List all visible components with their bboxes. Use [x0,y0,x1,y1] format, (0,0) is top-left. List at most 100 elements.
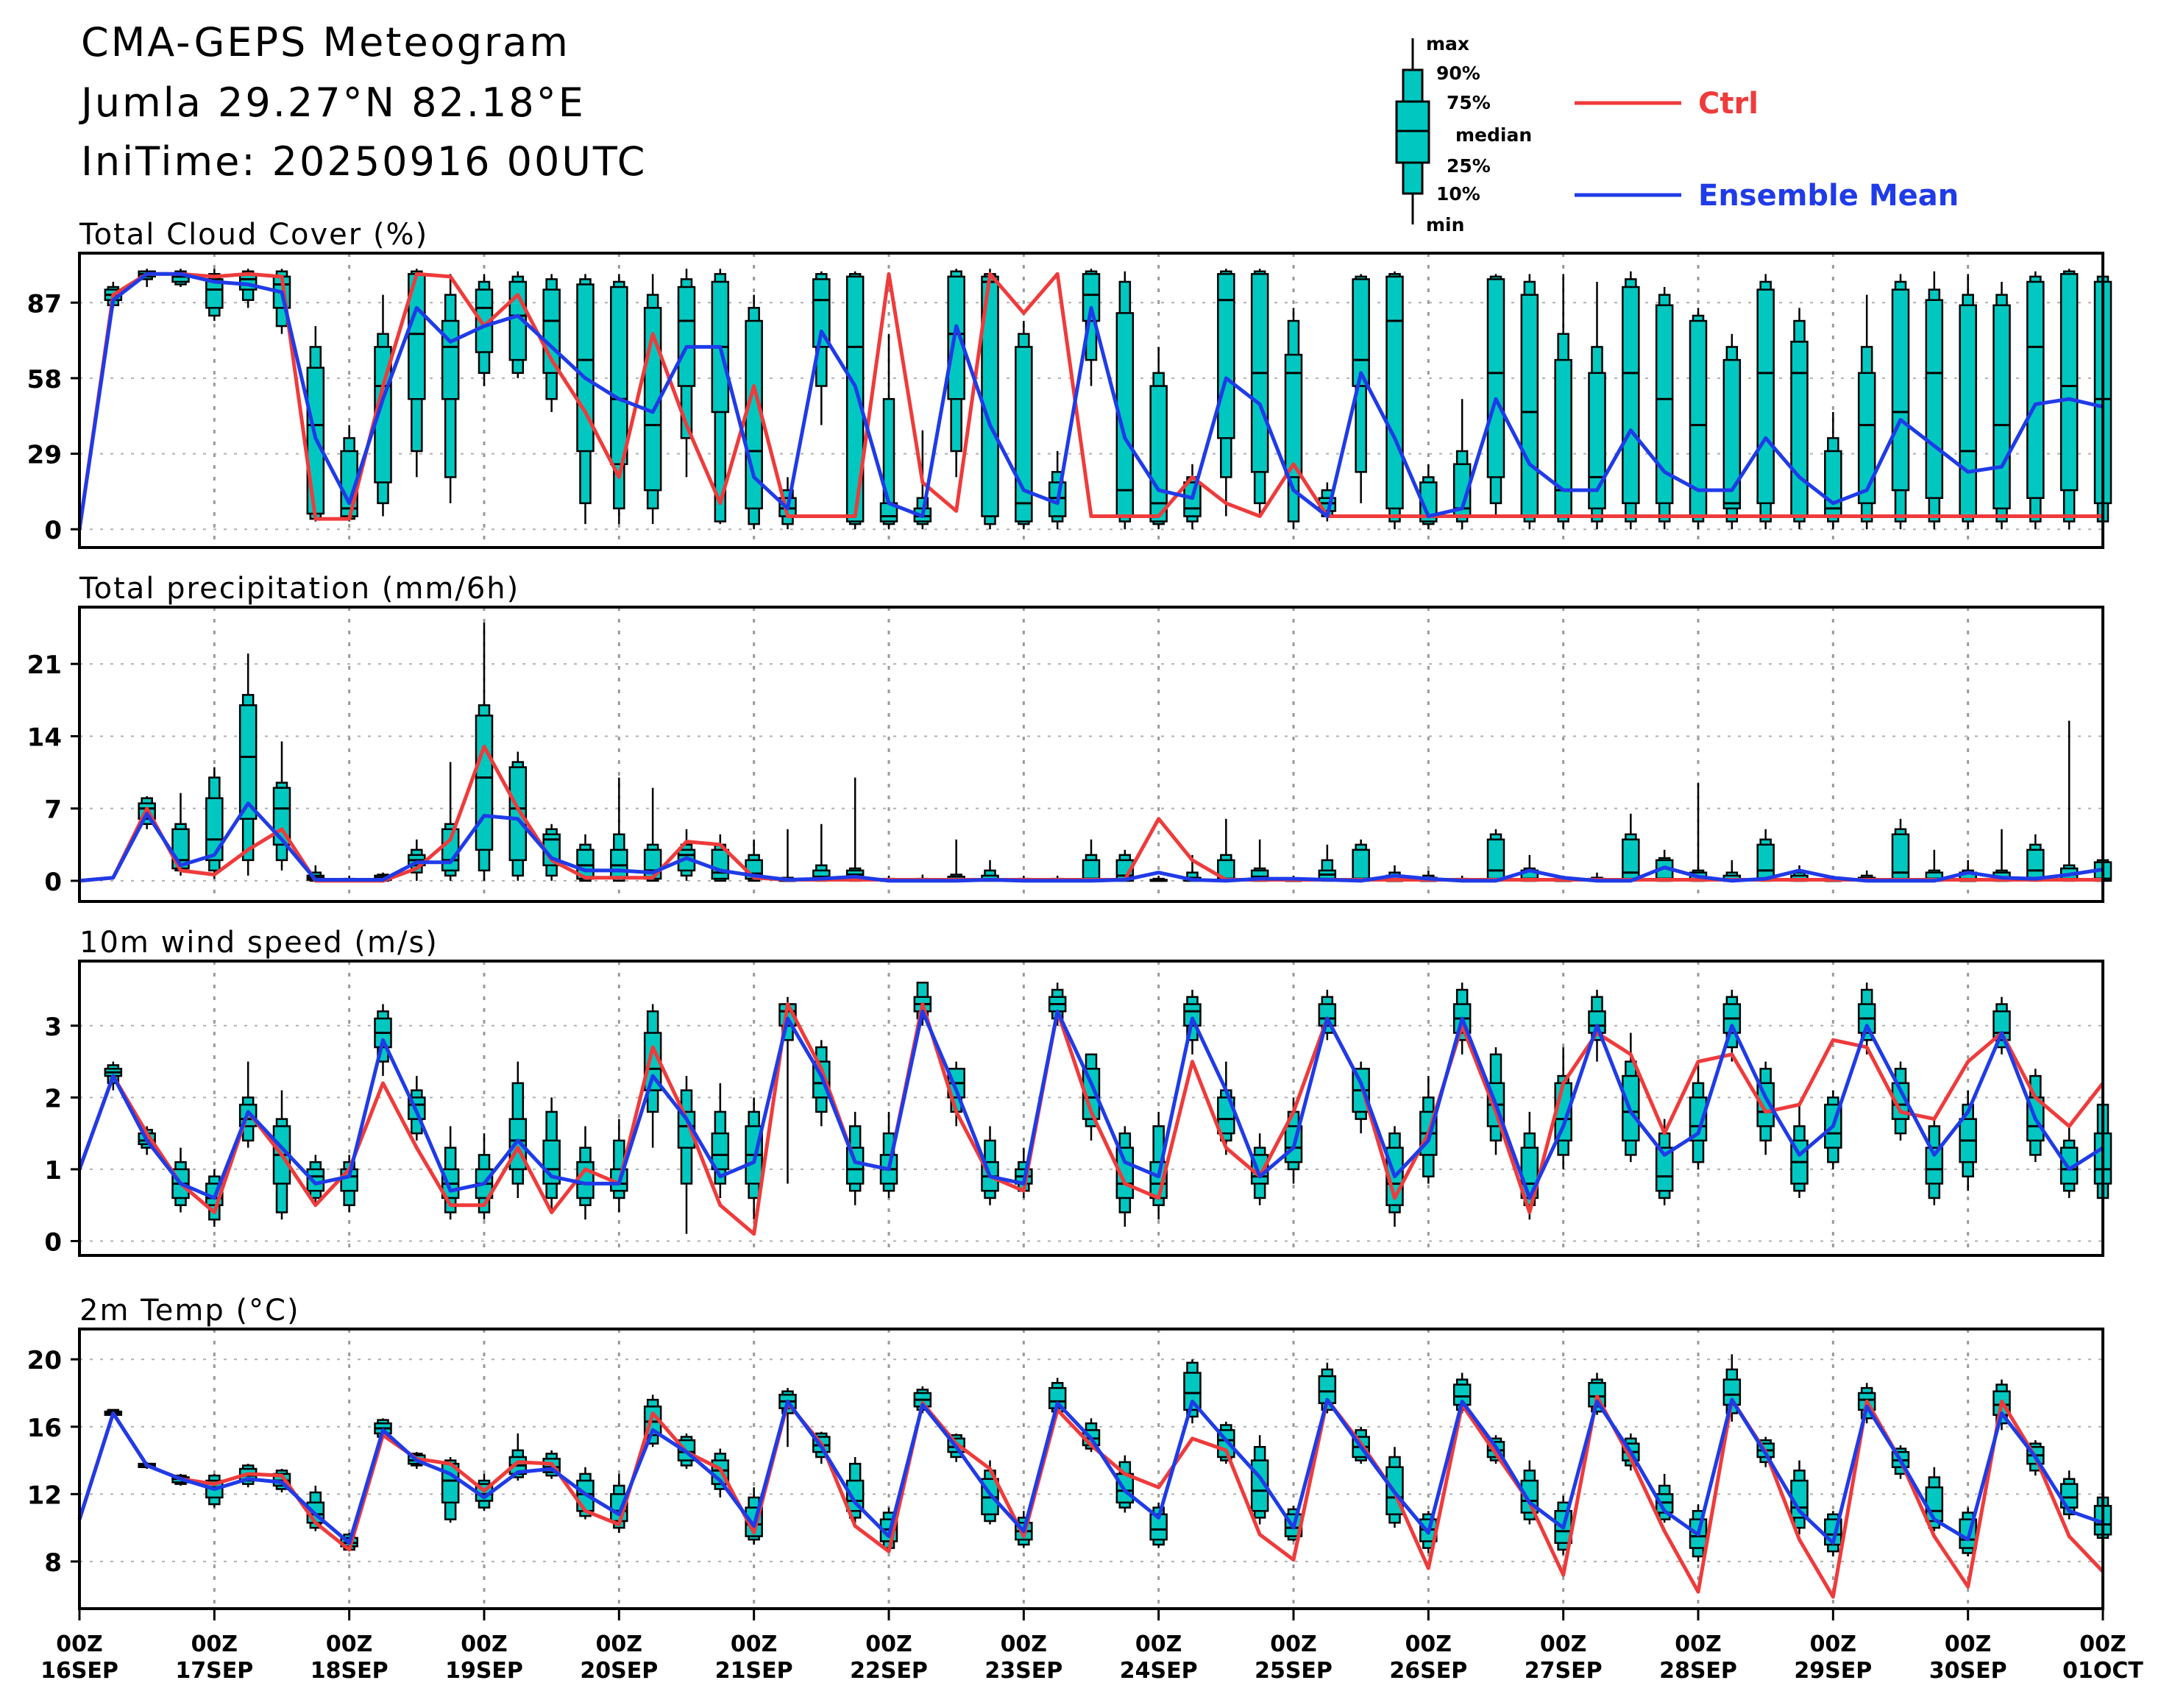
ensemble-box [1655,849,1674,882]
x-tick-hour: 00Z [731,1631,778,1657]
ensemble-box [610,777,628,882]
legend-box-label: 75% [1447,92,1491,113]
ensemble-box [1352,839,1370,882]
box-25-75 [1655,304,1674,505]
ensemble-box [1149,1502,1168,1548]
panel-title: Total Cloud Cover (%) [79,218,428,252]
ensemble-box [1385,271,1404,530]
ensemble-box [205,767,224,879]
x-tick-hour: 00Z [326,1631,373,1657]
ensemble-box [441,274,460,503]
ensemble-box [1925,1119,1944,1205]
panel-4: 2m Temp (°C) 8 12 16 20 [27,1294,2112,1610]
box-25-75 [205,278,224,309]
legend: max 90% 75% median 25% 10% min Ctrl Ensemble Mea… [1395,33,1959,235]
x-tick-date: 22SEP [850,1658,928,1684]
panel-title: 2m Temp (°C) [79,1294,300,1328]
x-tick-hour: 00Z [1810,1631,1857,1657]
ensemble-box [171,1147,190,1213]
x-tick-date: 16SEP [40,1658,118,1684]
y-tick-label: 12 [27,1481,62,1510]
ensemble-box [1217,818,1235,882]
box-25-75 [643,848,662,880]
x-tick-date: 01OCT [2062,1658,2143,1684]
x-tick-hour: 00Z [596,1631,643,1657]
ensemble-box [441,1126,460,1220]
box-25-75 [1925,299,1944,499]
legend-box-label: max [1426,33,1469,54]
ensemble-box [2059,269,2079,530]
ensemble-box [408,269,426,478]
ensemble-box [1419,464,1438,530]
box-25-75 [1689,1096,1708,1142]
x-tick-hour: 00Z [1540,1631,1587,1657]
ensemble-box [1520,274,1539,530]
box-25-75 [2026,280,2045,499]
box-25-75 [1891,1082,1910,1120]
y-tick-label: 2 [44,1084,62,1113]
box-25-75 [1284,353,1303,478]
ensemble-box [2026,271,2045,530]
x-tick-hour: 00Z [865,1631,912,1657]
x-tick-hour: 00Z [1135,1631,1182,1657]
panel-title: 10m wind speed (m/s) [79,926,439,960]
ensemble-box [508,1433,528,1481]
ensemble-box [171,793,190,876]
y-tick-label: 3 [44,1013,62,1042]
ensemble-box [1015,321,1033,530]
panel-frame [78,252,2104,549]
ensemble-box [272,741,291,871]
ensemble-box [711,269,730,525]
ensemble-box [1857,982,1876,1055]
box-25-75 [1520,294,1539,517]
ensemble-box [1756,829,1775,882]
x-tick-hour: 00Z [461,1631,508,1657]
box-25-75 [1857,372,1876,505]
ensemble-box [981,269,999,530]
ensemble-box [1115,1126,1135,1227]
ensemble-box [508,271,528,378]
y-tick-label: 1 [44,1156,62,1186]
x-tick-date: 21SEP [715,1658,793,1684]
box-25-75 [711,1132,730,1171]
ensemble-box [1318,844,1337,882]
ensemble-box [711,1082,730,1198]
panel-1: Total Cloud Cover (%) 0 29 58 87 [27,218,2112,549]
ensemble-mean-line [77,1397,2104,1545]
x-tick-date: 30SEP [1929,1658,2007,1684]
box-25-75 [205,797,224,862]
box-25-75 [2059,273,2079,492]
chart-title: CMA-GEPS Meteogram [81,19,570,65]
ensemble-box [677,829,696,881]
legend-box-label: 10% [1436,183,1480,205]
box-25-75 [1925,1147,1944,1185]
ensemble-box [2026,834,2045,882]
ensemble-box [1925,849,1944,882]
box-25-75 [1824,450,1842,517]
box-25-75 [711,848,730,880]
box-25-75 [1756,843,1775,880]
box-25-75 [1486,838,1505,880]
box-25-75 [1554,358,1572,517]
x-tick-date: 19SEP [445,1658,523,1684]
ensemble-box [340,425,358,522]
ensemble-box [1959,860,1977,882]
x-tick-hour: 00Z [191,1631,238,1657]
box-25-75 [812,278,831,348]
ensemble-box [1149,875,1168,882]
ctrl-line [77,272,2103,530]
y-tick-label: 8 [44,1548,62,1578]
legend-box-label: 90% [1436,63,1480,84]
box-25-75 [610,848,628,879]
box-25-75 [1790,341,1809,517]
ensemble-box [1486,274,1505,517]
legend-box-label: 25% [1447,155,1491,177]
init-time-label: IniTime: 20250916 00UTC [81,138,647,185]
box-25-75 [1588,372,1606,510]
ensemble-box [238,653,258,876]
box-25-75 [947,275,965,400]
ensemble-box [1959,274,1977,530]
x-tick-hour: 00Z [56,1631,103,1657]
box-25-75 [1352,278,1370,387]
x-tick-date: 17SEP [175,1658,253,1684]
